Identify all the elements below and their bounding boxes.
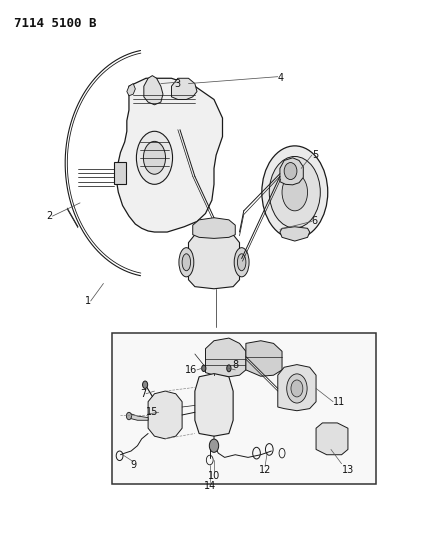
Ellipse shape: [202, 391, 226, 423]
Text: 14: 14: [204, 481, 216, 491]
Ellipse shape: [137, 131, 172, 184]
Text: 11: 11: [333, 397, 345, 407]
Text: 7: 7: [140, 389, 146, 399]
Text: 16: 16: [185, 365, 197, 375]
Polygon shape: [148, 391, 182, 439]
Ellipse shape: [291, 380, 303, 397]
Polygon shape: [280, 227, 310, 241]
Polygon shape: [188, 232, 240, 289]
Text: 2: 2: [46, 211, 52, 221]
Text: 15: 15: [146, 407, 159, 417]
Ellipse shape: [143, 141, 166, 174]
Polygon shape: [278, 365, 316, 411]
Ellipse shape: [238, 254, 246, 271]
Ellipse shape: [269, 157, 320, 228]
Ellipse shape: [182, 254, 190, 271]
Text: 1: 1: [85, 296, 91, 306]
Text: 3: 3: [174, 78, 180, 88]
Text: 4: 4: [278, 73, 284, 83]
Ellipse shape: [262, 146, 328, 239]
Polygon shape: [129, 414, 148, 420]
Text: 13: 13: [342, 465, 354, 475]
Polygon shape: [193, 217, 235, 238]
Polygon shape: [246, 341, 282, 376]
Text: 9: 9: [130, 460, 136, 470]
Polygon shape: [116, 78, 223, 232]
Ellipse shape: [234, 248, 249, 277]
Polygon shape: [205, 338, 246, 377]
Ellipse shape: [202, 365, 206, 372]
Polygon shape: [280, 158, 303, 185]
Text: 7114 5100 B: 7114 5100 B: [14, 17, 97, 30]
Text: 12: 12: [259, 465, 271, 475]
Ellipse shape: [143, 381, 148, 389]
Text: 5: 5: [312, 150, 318, 160]
Ellipse shape: [282, 174, 308, 211]
Ellipse shape: [284, 163, 297, 180]
Ellipse shape: [287, 374, 307, 403]
Text: 6: 6: [312, 216, 318, 227]
Polygon shape: [127, 84, 135, 96]
Polygon shape: [195, 374, 233, 436]
Ellipse shape: [198, 384, 230, 430]
Text: 10: 10: [208, 471, 220, 481]
Polygon shape: [144, 76, 163, 105]
Ellipse shape: [151, 395, 179, 435]
Ellipse shape: [126, 413, 131, 419]
Polygon shape: [172, 78, 197, 100]
Bar: [114, 162, 126, 184]
Ellipse shape: [227, 365, 231, 372]
Polygon shape: [316, 423, 348, 455]
Bar: [112, 333, 376, 484]
Text: 8: 8: [232, 360, 238, 370]
Ellipse shape: [156, 402, 174, 427]
Ellipse shape: [209, 439, 219, 453]
Ellipse shape: [179, 248, 194, 277]
